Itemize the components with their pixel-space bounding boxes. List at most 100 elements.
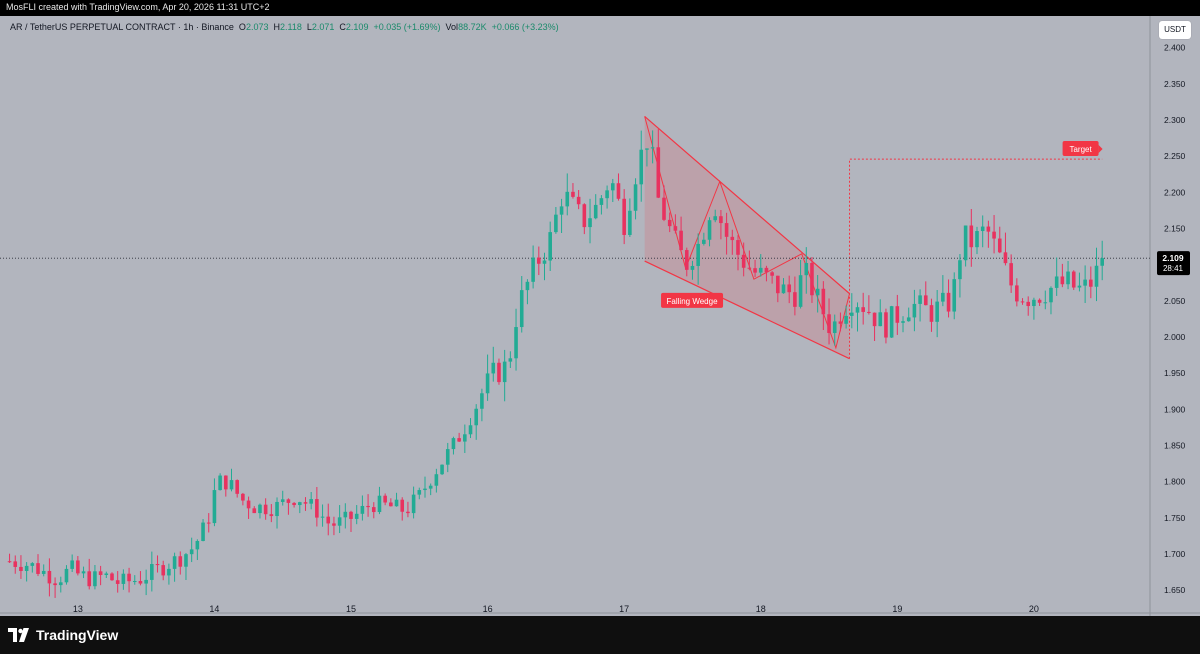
- candle-body: [218, 475, 222, 491]
- candle-body: [548, 232, 552, 261]
- candle-body: [263, 504, 268, 515]
- candle-body: [212, 490, 217, 524]
- candle-body: [47, 570, 52, 584]
- candle-body: [434, 474, 439, 486]
- target-label-box[interactable]: [1062, 140, 1099, 156]
- price-axis-tick: 1.850: [1164, 440, 1186, 450]
- candle-body: [992, 231, 996, 239]
- chart-panel[interactable]: [0, 16, 1200, 616]
- wedge-upper-trendline[interactable]: [644, 115, 850, 295]
- candle-body: [906, 317, 911, 322]
- candle-body: [480, 393, 484, 409]
- currency-button[interactable]: USDT: [1159, 21, 1191, 39]
- candle-body: [343, 511, 348, 518]
- candle-countdown: 28:41: [1163, 264, 1184, 273]
- symbol-legend: AR / TetherUS PERPETUAL CONTRACT · 1h · …: [10, 22, 559, 32]
- candle-body: [76, 560, 80, 574]
- candle-body: [41, 570, 46, 574]
- candle-body: [1089, 279, 1093, 287]
- candle-body: [1009, 263, 1013, 286]
- candle-body: [787, 284, 792, 293]
- candle-body: [764, 267, 769, 273]
- candle-body: [895, 306, 900, 323]
- price-axis-tick: 2.000: [1164, 332, 1186, 342]
- candle-body: [855, 307, 860, 313]
- candle-body: [696, 243, 700, 266]
- tradingview-brand-link[interactable]: TradingView: [8, 626, 118, 644]
- candle-body: [610, 183, 615, 191]
- candle-body: [394, 499, 399, 507]
- candle-body: [850, 312, 854, 316]
- target-projection-line[interactable]: [849, 158, 1103, 359]
- candle-body: [519, 290, 524, 328]
- candle-body: [411, 494, 416, 514]
- candle-body: [389, 502, 393, 507]
- candle-body: [616, 183, 621, 199]
- candle-body: [161, 565, 166, 576]
- candle-body: [758, 267, 763, 273]
- footer-bar: [0, 616, 1200, 654]
- candle-body: [1054, 276, 1059, 288]
- candle-body: [19, 566, 23, 572]
- candle-body: [1020, 301, 1025, 303]
- candle-body: [918, 295, 922, 304]
- price-axis-tick: 2.050: [1164, 296, 1186, 306]
- candle-body: [838, 321, 843, 324]
- candle-body: [867, 311, 871, 313]
- candle-body: [315, 499, 319, 518]
- candle-body: [24, 565, 29, 572]
- candle-body: [189, 549, 194, 555]
- candle-body: [639, 149, 644, 185]
- candle-body: [1071, 271, 1076, 288]
- candle-body: [667, 219, 672, 227]
- candle-body: [656, 147, 661, 198]
- candle-body: [354, 513, 359, 519]
- candle-body: [451, 438, 456, 450]
- candle-body: [1094, 265, 1099, 287]
- candle-body: [7, 561, 12, 563]
- candle-body: [622, 198, 626, 235]
- candle-body: [605, 190, 609, 199]
- candle-body: [923, 295, 928, 306]
- candle-body: [1083, 279, 1087, 286]
- candle-body: [798, 275, 803, 307]
- candle-body: [303, 502, 308, 504]
- wedge-lower-trendline[interactable]: [644, 260, 850, 360]
- falling-wedge-label: Falling Wedge: [667, 297, 719, 306]
- candle-body: [172, 556, 177, 569]
- candle-body: [719, 216, 723, 224]
- candle-body: [178, 556, 183, 567]
- tradingview-logo-icon: [8, 628, 29, 642]
- candle-body: [832, 321, 837, 334]
- candle-body: [297, 502, 302, 506]
- candle-body: [673, 226, 678, 231]
- target-label: Target: [1069, 145, 1092, 154]
- candle-body: [132, 581, 137, 583]
- candle-body: [309, 499, 313, 504]
- candle-body: [383, 495, 387, 503]
- falling-wedge-label-box[interactable]: [661, 292, 724, 308]
- candle-body: [1060, 276, 1065, 285]
- candle-body: [872, 312, 877, 327]
- candle-body: [445, 449, 450, 465]
- candle-body: [662, 197, 666, 220]
- candle-body: [423, 488, 427, 491]
- candle-body: [104, 573, 109, 575]
- high-label: H: [273, 22, 280, 32]
- candle-body: [781, 284, 786, 294]
- price-chart[interactable]: 2.4002.3502.3002.2502.2002.1502.1002.050…: [0, 16, 1200, 616]
- candle-body: [229, 480, 234, 490]
- candle-body: [320, 516, 325, 518]
- candle-body: [827, 314, 831, 334]
- candle-body: [1043, 302, 1048, 304]
- volume-value: 88.72K: [458, 22, 487, 32]
- candle-body: [702, 239, 706, 244]
- candle-body: [844, 315, 848, 324]
- candle-body: [30, 563, 35, 566]
- candle-body: [929, 305, 934, 322]
- top-bar: MosFLI created with TradingView.com, Apr…: [0, 0, 1200, 16]
- low-label: L: [306, 22, 312, 32]
- low-value: 2.071: [311, 22, 335, 32]
- price-axis-tick: 2.150: [1164, 224, 1186, 234]
- candle-body: [280, 499, 285, 502]
